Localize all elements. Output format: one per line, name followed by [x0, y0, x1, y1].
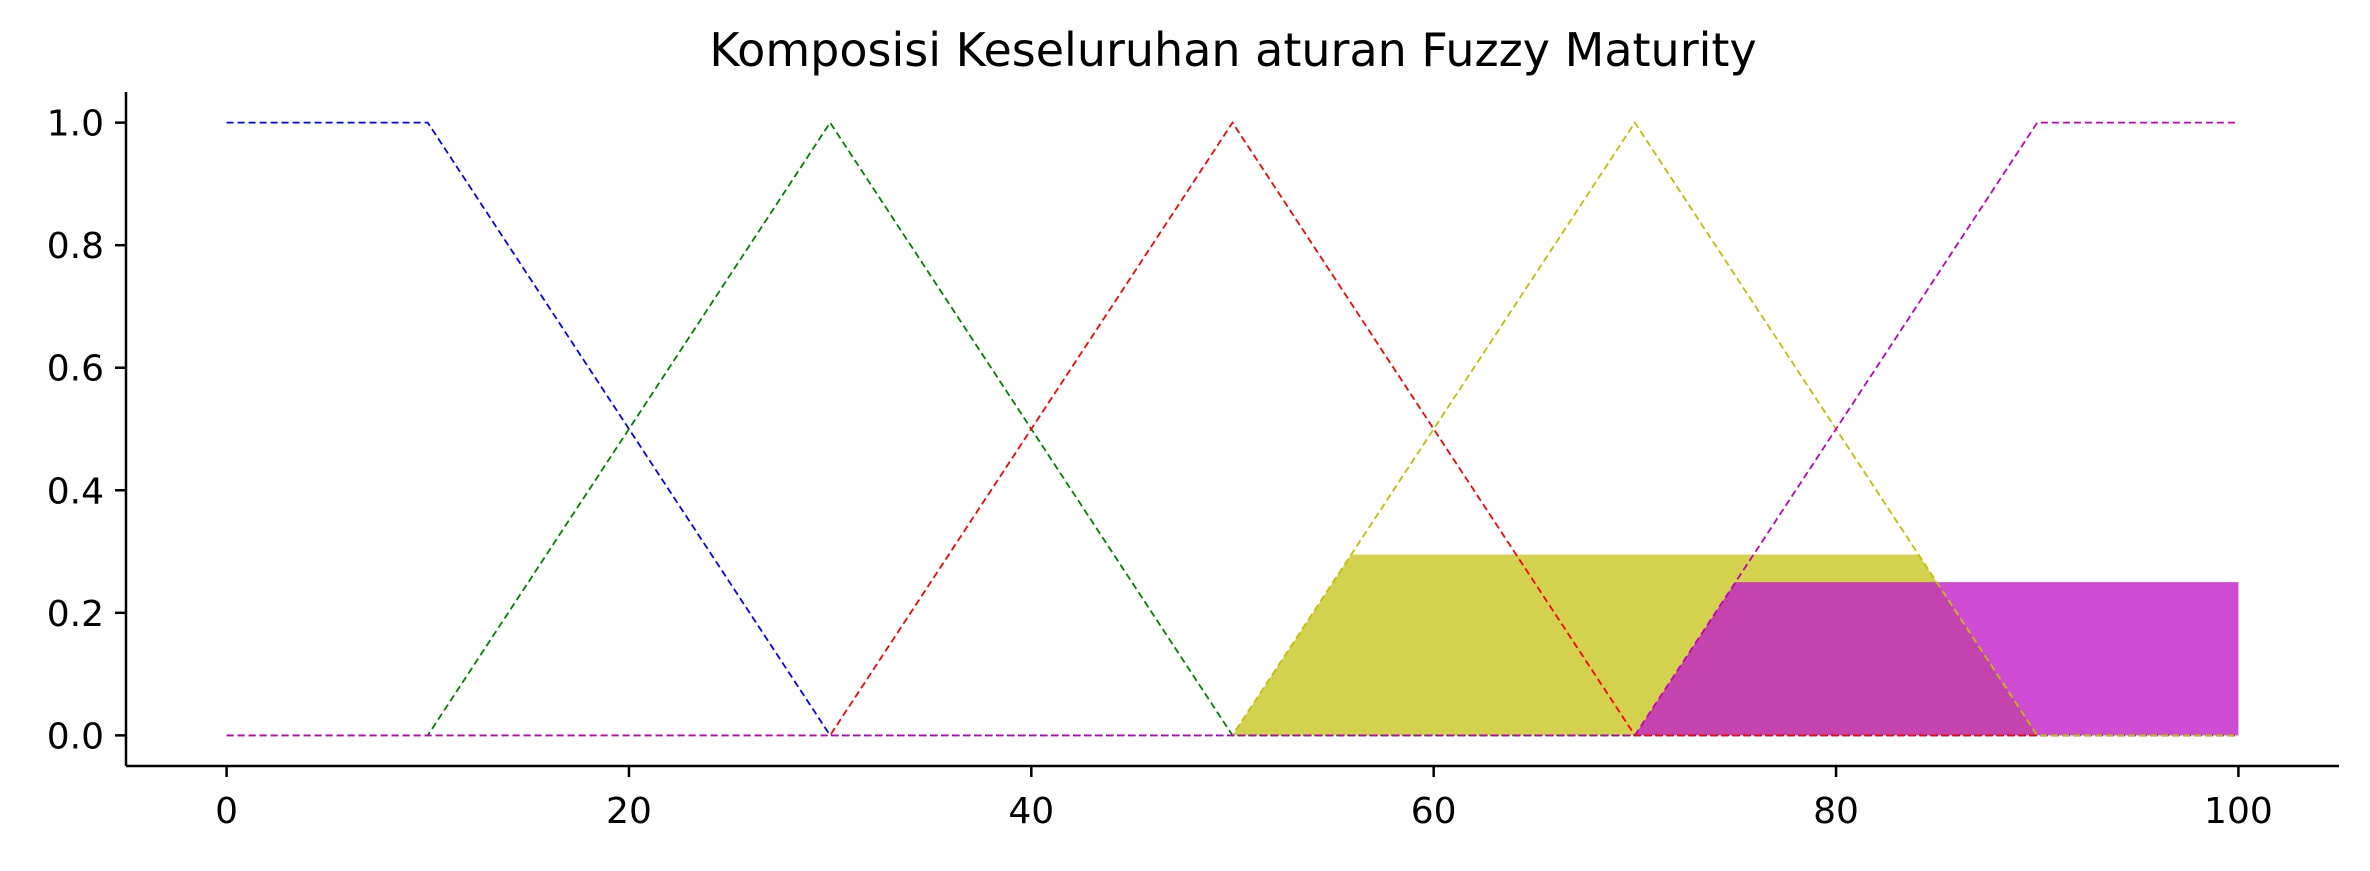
y-tick-label: 0.6 [47, 349, 104, 390]
chart-title: Komposisi Keseluruhan aturan Fuzzy Matur… [709, 23, 1756, 77]
x-tick-label: 80 [1813, 791, 1859, 832]
y-tick-label: 0.2 [47, 594, 104, 635]
filled-regions [1232, 554, 2239, 736]
y-tick-label: 0.0 [47, 716, 104, 757]
x-tick-label: 100 [2204, 791, 2273, 832]
y-tick-label: 0.8 [47, 226, 104, 267]
x-tick-label: 0 [215, 791, 238, 832]
membership-line-5 [226, 121, 2239, 737]
filled-region-2 [1634, 582, 2239, 736]
axes: 0 20 40 60 80 100 0.0 0.2 0.4 0.6 0.8 1.0 [47, 92, 2339, 832]
y-tick-label: 0.4 [47, 471, 104, 512]
x-tick-label: 20 [606, 791, 652, 832]
membership-lines [226, 120, 2239, 737]
x-tick-label: 40 [1008, 791, 1054, 832]
membership-line-4 [226, 120, 2239, 737]
x-tick-label: 60 [1411, 791, 1457, 832]
y-tick-label: 1.0 [47, 104, 104, 145]
